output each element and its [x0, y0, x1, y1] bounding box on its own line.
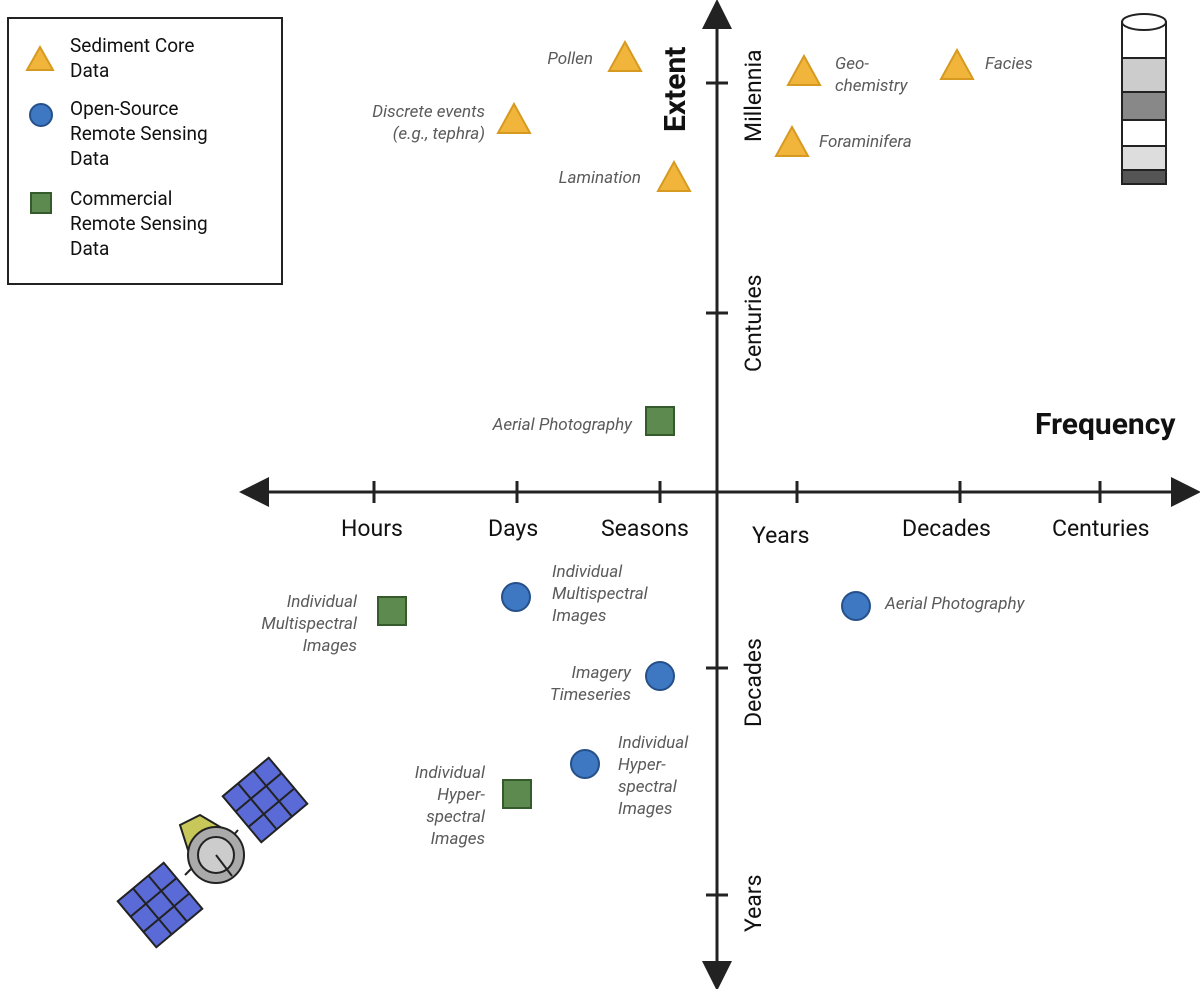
triangle-marker — [786, 53, 822, 86]
legend-label: Open-Source Remote Sensing Data — [70, 97, 208, 170]
circle-marker — [645, 661, 675, 691]
legend-triangle — [25, 44, 55, 71]
square-marker — [645, 406, 675, 436]
triangle-marker — [939, 47, 975, 80]
x-tick-label: Hours — [341, 515, 403, 542]
point-label: Individual Multispectral Images — [552, 562, 648, 626]
x-tick-label: Seasons — [601, 515, 689, 542]
point-label: Individual Hyper-spectral Images — [414, 763, 485, 849]
ticks — [372, 81, 1102, 897]
markers — [377, 39, 975, 809]
point-label: Individual Hyper-spectral Images — [618, 733, 689, 819]
circle-marker — [841, 591, 871, 621]
legend-square — [30, 192, 52, 214]
triangle-marker — [607, 39, 643, 72]
point-label: Aerial Photography — [885, 594, 1025, 614]
y-axis-title: Extent — [658, 46, 693, 132]
square-marker — [502, 779, 532, 809]
circle-marker — [570, 749, 600, 779]
point-label: Pollen — [547, 49, 593, 69]
x-axis-title: Frequency — [1035, 407, 1176, 442]
triangle-marker — [656, 159, 692, 192]
triangle-marker — [496, 101, 532, 134]
point-label: Discrete events (e.g., tephra) — [372, 102, 485, 144]
y-tick-label: Decades — [740, 638, 767, 727]
circle-marker — [501, 582, 531, 612]
x-tick-label: Decades — [902, 515, 991, 542]
legend-circle — [29, 103, 53, 127]
point-label: Aerial Photography — [492, 415, 632, 435]
x-tick-label: Years — [752, 522, 810, 549]
y-tick-label: Centuries — [740, 274, 767, 372]
point-label: Individual Multispectral Images — [261, 592, 357, 656]
y-tick-label: Years — [740, 874, 767, 932]
point-label: Foraminifera — [819, 132, 912, 152]
square-marker — [377, 596, 407, 626]
triangle-marker — [774, 124, 810, 157]
core-icon — [1121, 13, 1167, 185]
legend-label: Sediment Core Data — [70, 34, 195, 82]
legend-box — [7, 17, 283, 285]
point-label: Imagery Timeseries — [549, 663, 631, 705]
satellite-icon — [116, 756, 309, 949]
x-tick-label: Days — [488, 515, 539, 542]
point-label: Geo-chemistry — [835, 54, 908, 96]
point-label: Lamination — [558, 168, 641, 188]
y-tick-label: Millennia — [740, 49, 767, 142]
x-tick-label: Centuries — [1052, 515, 1150, 542]
point-label: Facies — [985, 54, 1033, 74]
legend-label: Commercial Remote Sensing Data — [70, 187, 208, 260]
